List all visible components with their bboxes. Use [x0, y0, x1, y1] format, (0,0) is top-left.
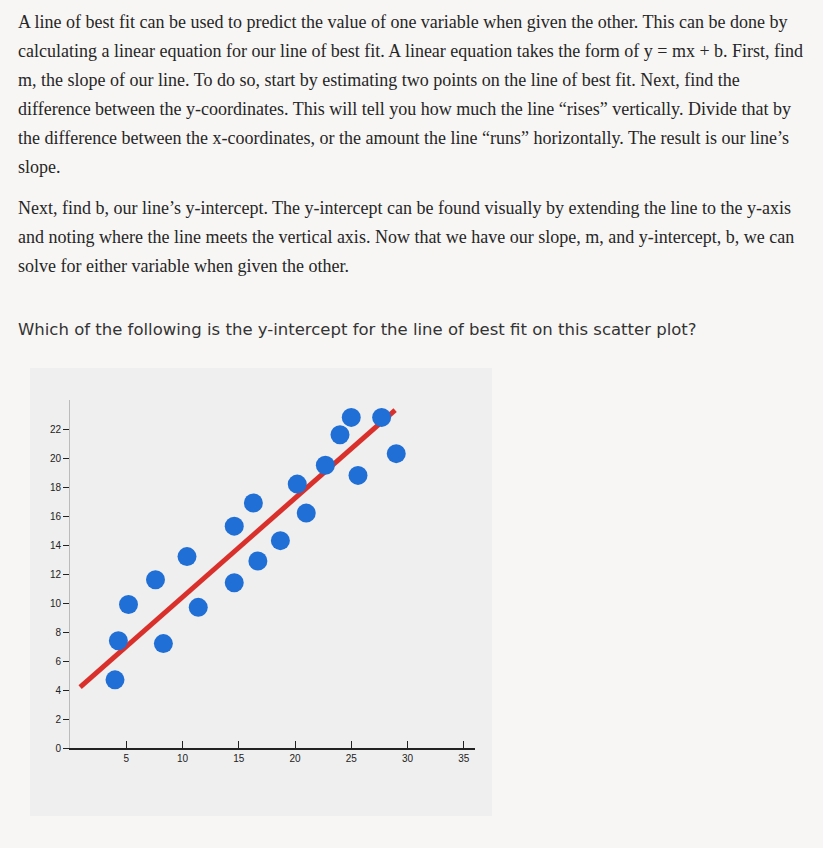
- svg-text:16: 16: [50, 511, 62, 522]
- svg-text:6: 6: [55, 656, 61, 667]
- svg-text:22: 22: [50, 424, 62, 435]
- svg-text:5: 5: [123, 753, 129, 764]
- svg-text:20: 20: [289, 753, 301, 764]
- svg-text:2: 2: [55, 714, 61, 725]
- svg-text:10: 10: [177, 753, 189, 764]
- svg-text:14: 14: [50, 540, 62, 551]
- svg-text:20: 20: [50, 453, 62, 464]
- svg-text:15: 15: [233, 753, 245, 764]
- svg-text:8: 8: [55, 627, 61, 638]
- html-text:Which of the following is the: Which of the following is the y-intercep…: [18, 320, 697, 339]
- svg-text:4: 4: [55, 685, 61, 696]
- svg-text:18: 18: [50, 482, 62, 493]
- svg-text:35: 35: [458, 753, 470, 764]
- svg-text:30: 30: [402, 753, 414, 764]
- svg-text:12: 12: [50, 569, 62, 580]
- html-text:A line of best fit can be used: A line of best fit can be used to predic…: [18, 12, 804, 177]
- svg-text:10: 10: [50, 598, 62, 609]
- svg-text:0: 0: [55, 743, 61, 754]
- html-text:Next, find b, our line’s y-int: Next, find b, our line’s y-intercept. Th…: [18, 198, 795, 276]
- svg-text:25: 25: [346, 753, 358, 764]
